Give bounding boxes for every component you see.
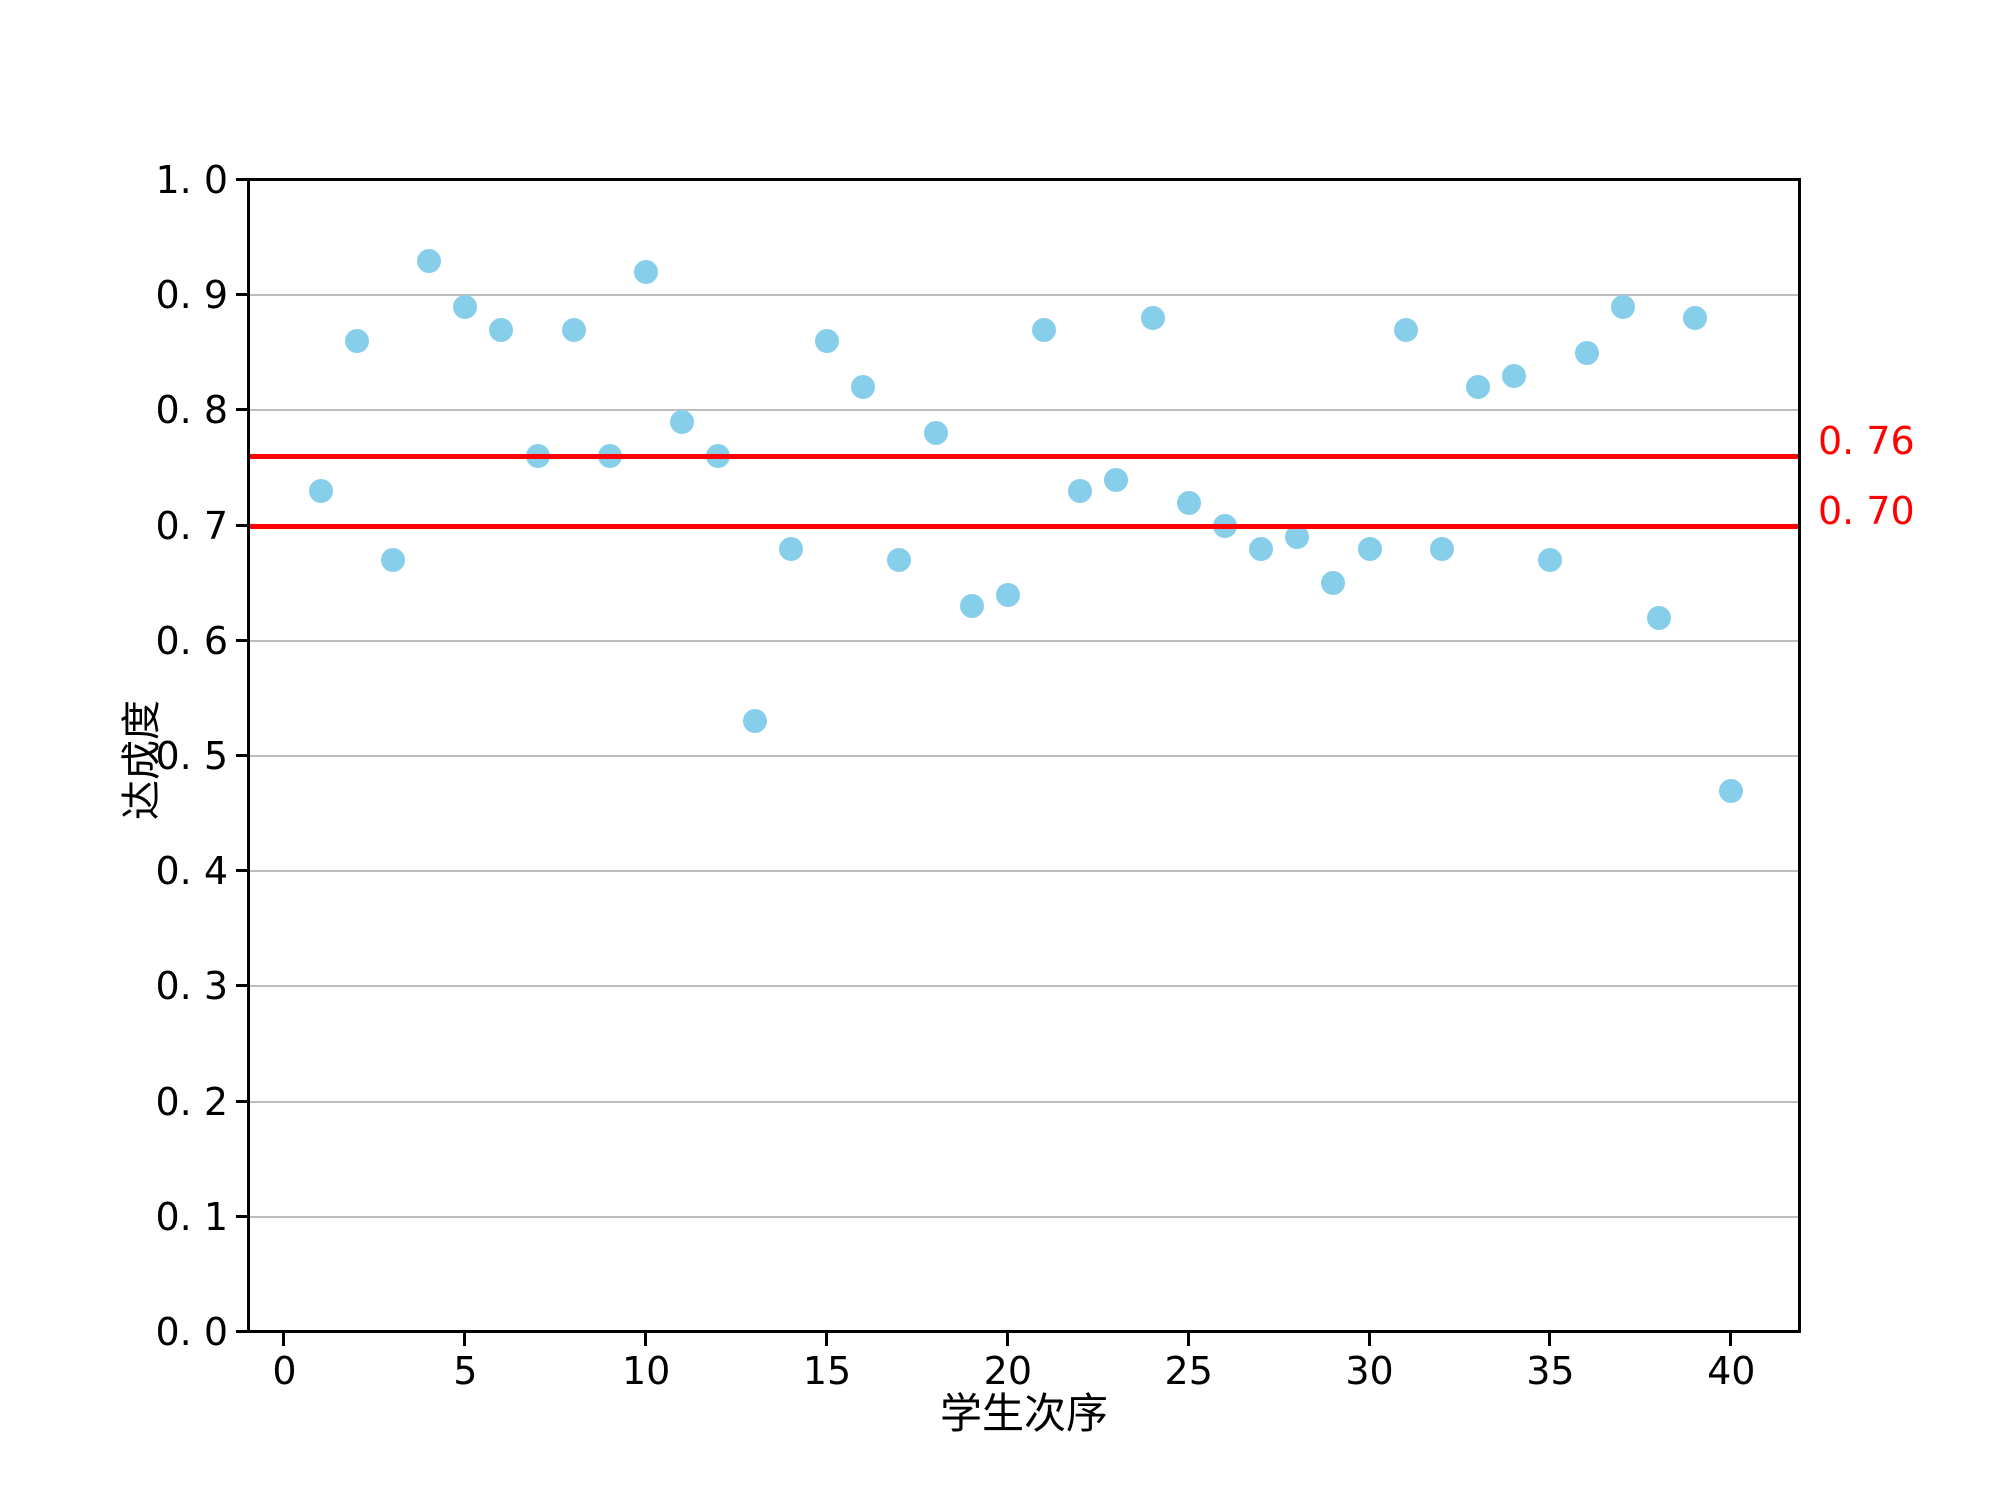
x-tick bbox=[1005, 1333, 1009, 1346]
scatter-point bbox=[742, 709, 767, 734]
scatter-point bbox=[561, 317, 586, 342]
x-tick-label: 5 bbox=[453, 1349, 478, 1393]
y-tick bbox=[236, 1099, 249, 1103]
y-tick-label: 0. 1 bbox=[155, 1194, 228, 1239]
x-tick bbox=[1729, 1333, 1733, 1346]
scatter-point bbox=[380, 548, 405, 573]
y-tick-label: 0. 0 bbox=[155, 1310, 228, 1354]
y-tick bbox=[236, 869, 249, 873]
y-tick-label: 0. 7 bbox=[155, 503, 228, 548]
x-tick bbox=[463, 1333, 467, 1346]
scatter-point bbox=[995, 582, 1020, 607]
x-tick bbox=[282, 1333, 286, 1346]
y-tick bbox=[236, 984, 249, 988]
scatter-point bbox=[1719, 778, 1744, 803]
scatter-point bbox=[1104, 467, 1129, 492]
y-tick bbox=[236, 754, 249, 757]
x-tick bbox=[1548, 1333, 1552, 1346]
y-tick bbox=[236, 408, 249, 412]
scatter-point bbox=[778, 536, 803, 561]
scatter-point bbox=[1538, 548, 1563, 573]
y-tick bbox=[236, 293, 249, 297]
scatter-point bbox=[1393, 317, 1418, 342]
x-tick bbox=[1367, 1333, 1371, 1346]
threshold-line bbox=[249, 454, 1800, 460]
scatter-point bbox=[851, 375, 876, 400]
y-tick-label: 0. 5 bbox=[155, 734, 228, 778]
y-tick-label: 1. 0 bbox=[155, 158, 228, 202]
threshold-line-label: 0. 76 bbox=[1818, 419, 1915, 464]
scatter-point bbox=[344, 329, 369, 354]
gridline bbox=[249, 870, 1800, 873]
scatter-point bbox=[1176, 490, 1201, 515]
x-tick-label: 40 bbox=[1707, 1349, 1756, 1393]
scatter-point bbox=[1610, 294, 1635, 319]
y-tick-label: 0. 2 bbox=[155, 1079, 228, 1124]
x-tick-label: 30 bbox=[1345, 1349, 1394, 1393]
gridline bbox=[249, 409, 1800, 412]
scatter-point bbox=[417, 248, 442, 273]
gridline bbox=[249, 1215, 1800, 1218]
scatter-point bbox=[959, 594, 984, 619]
scatter-point bbox=[1068, 479, 1093, 504]
y-tick bbox=[236, 178, 249, 181]
scatter-point bbox=[923, 421, 948, 446]
scatter-point bbox=[1429, 536, 1454, 561]
x-tick-label: 35 bbox=[1526, 1349, 1575, 1393]
scatter-point bbox=[1502, 363, 1527, 388]
scatter-point bbox=[1574, 340, 1599, 365]
scatter-point bbox=[1646, 605, 1671, 630]
scatter-point bbox=[1321, 571, 1346, 596]
y-tick-label: 0. 6 bbox=[155, 618, 228, 663]
y-tick-label: 0. 8 bbox=[155, 388, 228, 433]
y-tick-label: 0. 4 bbox=[155, 849, 228, 894]
scatter-point bbox=[1140, 306, 1165, 331]
scatter-point bbox=[489, 317, 514, 342]
scatter-point bbox=[1683, 306, 1708, 331]
gridline bbox=[249, 755, 1800, 757]
scatter-point bbox=[670, 409, 695, 434]
x-axis-label: 学生次序 bbox=[939, 1389, 1108, 1438]
y-tick bbox=[236, 638, 249, 642]
y-tick-label: 0. 3 bbox=[155, 964, 228, 1009]
scatter-point bbox=[453, 294, 478, 319]
scatter-point bbox=[1032, 317, 1057, 342]
threshold-line-label: 0. 70 bbox=[1818, 488, 1915, 533]
y-axis-label: 达成度 bbox=[119, 700, 165, 820]
gridline bbox=[249, 294, 1800, 297]
scatter-point bbox=[308, 479, 333, 504]
scatter-point bbox=[1285, 525, 1310, 550]
gridline bbox=[249, 1100, 1800, 1103]
x-tick bbox=[644, 1333, 648, 1346]
x-tick-label: 15 bbox=[802, 1349, 852, 1393]
gridline bbox=[249, 639, 1800, 642]
x-tick-label: 10 bbox=[621, 1349, 671, 1393]
x-tick-label: 25 bbox=[1164, 1349, 1213, 1393]
x-tick-label: 0 bbox=[272, 1349, 297, 1393]
threshold-line bbox=[249, 523, 1800, 529]
scatter-point bbox=[1249, 536, 1274, 561]
scatter-point bbox=[815, 329, 839, 354]
scatter-point bbox=[887, 548, 912, 573]
scatter-point bbox=[634, 260, 659, 285]
x-tick-label: 20 bbox=[983, 1349, 1033, 1393]
x-tick bbox=[825, 1333, 828, 1346]
scatter-point bbox=[1357, 536, 1382, 561]
x-tick bbox=[1186, 1333, 1190, 1346]
scatter-point bbox=[1466, 375, 1491, 400]
gridline bbox=[249, 985, 1800, 988]
y-tick bbox=[236, 523, 249, 527]
y-tick bbox=[236, 1214, 249, 1218]
y-tick-label: 0. 9 bbox=[155, 273, 228, 318]
y-tick bbox=[236, 1330, 249, 1333]
